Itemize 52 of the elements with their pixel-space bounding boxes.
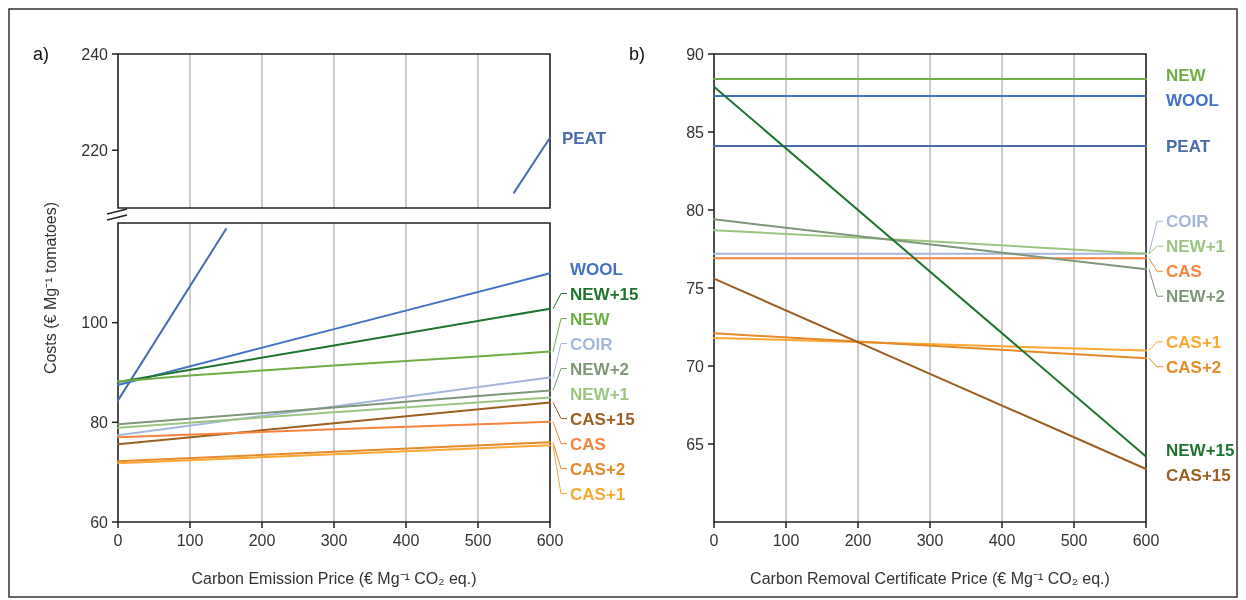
- series-label: CAS+2: [570, 459, 626, 479]
- y-axis-title: Costs (€ Mg⁻¹ tomatoes): [42, 201, 59, 375]
- x-tick-label: 0: [113, 532, 123, 549]
- x-tick-label: 600: [1132, 532, 1160, 549]
- series-label: WOOL: [570, 259, 623, 279]
- y-tick-label: 90: [686, 45, 705, 63]
- series-label: NEW+15: [1166, 441, 1235, 461]
- x-tick-label: 100: [176, 532, 204, 549]
- series-label: CAS+15: [1166, 466, 1231, 486]
- series-label: NEW: [1166, 65, 1207, 85]
- series-label: WOOL: [1166, 90, 1219, 110]
- y-tick-label: 80: [686, 201, 705, 219]
- series-label: PEAT: [562, 128, 607, 148]
- x-tick-label: 400: [392, 532, 420, 549]
- series-label: COIR: [570, 334, 613, 354]
- chart-title: a): [33, 44, 50, 64]
- x-axis-title: Carbon Removal Certificate Price (€ Mg⁻¹ CO₂ eq.): [750, 570, 1110, 587]
- x-tick-label: 100: [772, 532, 800, 549]
- series-label: NEW+2: [1166, 287, 1226, 307]
- y-tick-label: 60: [90, 513, 109, 531]
- series-label: COIR: [1166, 212, 1209, 232]
- series-label: NEW+2: [570, 359, 630, 379]
- x-tick-label: 500: [464, 532, 492, 549]
- y-tick-label: 65: [686, 435, 705, 453]
- series-label: NEW+1: [570, 384, 630, 404]
- x-tick-label: 600: [536, 532, 564, 549]
- y-tick-label: 75: [686, 279, 705, 297]
- x-tick-label: 0: [709, 532, 719, 549]
- y-tick-label: 70: [686, 357, 705, 375]
- x-tick-label: 300: [916, 532, 944, 549]
- legend-label: CAS: [1166, 262, 1202, 282]
- legend-label: NEW+1: [1166, 237, 1226, 257]
- series-label: CAS: [570, 434, 606, 454]
- x-tick-label: 200: [248, 532, 276, 549]
- y-tick-label: 240: [81, 45, 109, 63]
- legend-label: CAS+1: [1166, 332, 1222, 352]
- series-label: PEAT: [1166, 136, 1211, 156]
- series-label: NEW: [570, 309, 611, 329]
- y-tick-label: 80: [90, 413, 109, 431]
- legend-label: CAS+2: [1166, 357, 1222, 377]
- series-label: CAS+15: [570, 409, 635, 429]
- x-tick-label: 200: [844, 532, 872, 549]
- x-tick-label: 500: [1060, 532, 1088, 549]
- x-axis-title: Carbon Emission Price (€ Mg⁻¹ CO₂ eq.): [191, 570, 477, 587]
- y-tick-label: 220: [81, 141, 109, 159]
- chart-title: b): [629, 44, 646, 64]
- series-label: NEW+15: [570, 284, 639, 304]
- x-tick-label: 400: [988, 532, 1016, 549]
- text: CAS+1: [570, 484, 626, 504]
- y-tick-label: 85: [686, 123, 705, 141]
- y-tick-label: 100: [81, 314, 109, 332]
- x-tick-label: 300: [320, 532, 348, 549]
